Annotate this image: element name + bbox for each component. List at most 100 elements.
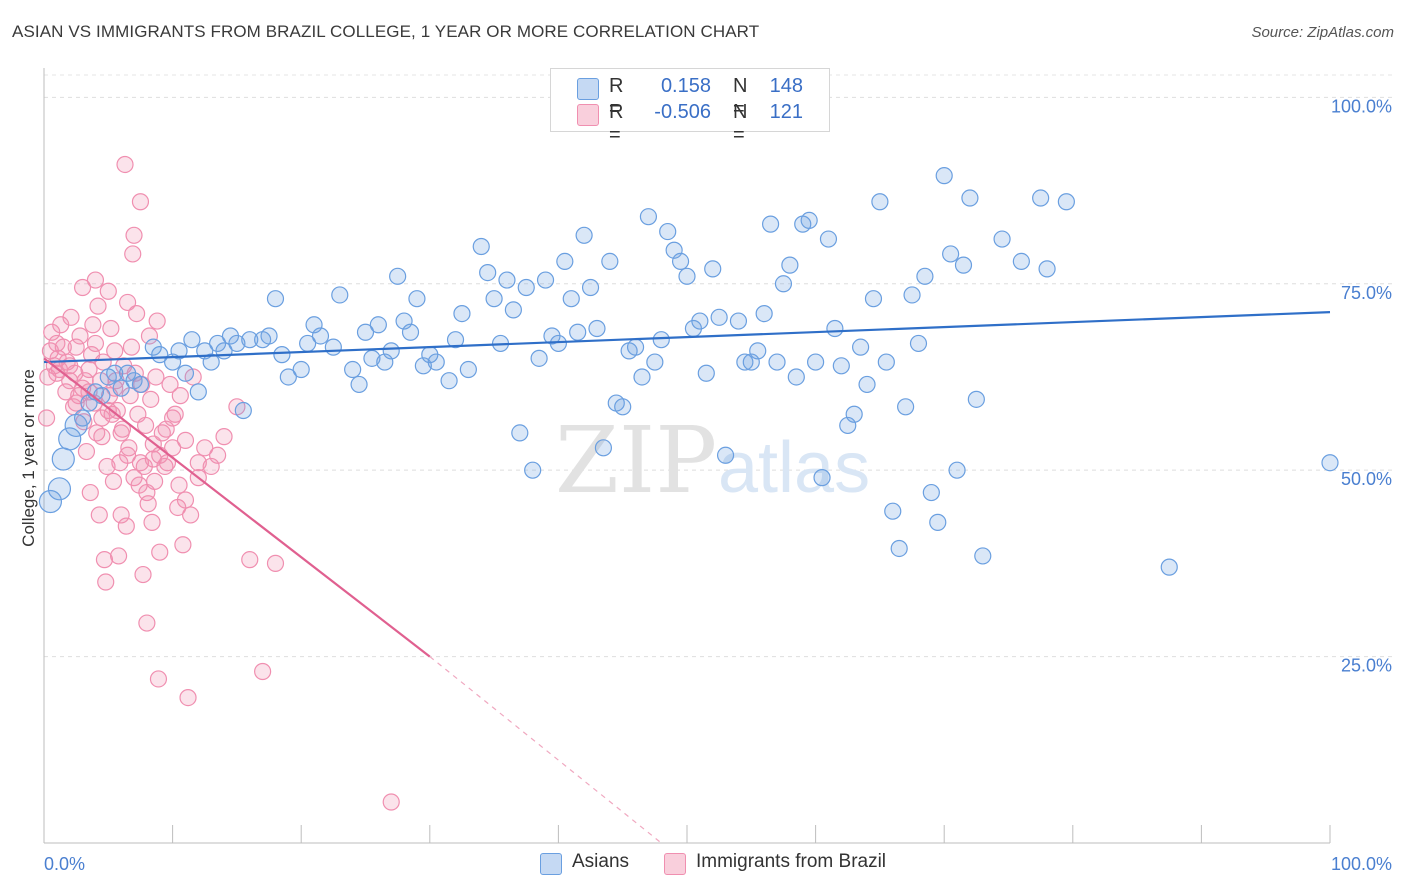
asians-point <box>1038 260 1056 278</box>
brazil-point <box>215 428 233 446</box>
asians-point <box>536 271 555 289</box>
asians-point <box>678 267 696 285</box>
asians-point <box>864 290 883 308</box>
y-tick-label: 25.0% <box>1341 656 1392 676</box>
asians-point <box>511 424 529 442</box>
asians-point <box>459 360 477 379</box>
brazil-point <box>189 454 207 472</box>
brazil-point <box>125 469 143 487</box>
asians-point <box>652 331 670 349</box>
asians-point <box>311 327 330 345</box>
brazil-point <box>124 245 142 263</box>
asians-point <box>588 319 606 338</box>
asians-point <box>922 483 940 502</box>
brazil-point <box>93 409 111 427</box>
asians-point <box>331 286 349 304</box>
asians-point <box>961 189 979 207</box>
legend-brazil-n: 121 <box>769 101 803 123</box>
brazil-point <box>112 506 130 524</box>
asians-point <box>749 342 767 360</box>
brazil-point <box>164 439 182 457</box>
asians-point <box>659 222 677 241</box>
brazil-point <box>89 297 107 315</box>
brazil-point <box>254 662 272 681</box>
asians-point <box>569 323 587 341</box>
asians-point <box>38 489 63 514</box>
asians-point <box>575 226 593 244</box>
asians-point <box>704 260 722 278</box>
brazil-point <box>136 416 155 435</box>
asians-point <box>826 319 844 338</box>
asians-point <box>369 316 387 334</box>
axes <box>43 68 1331 844</box>
asians-point <box>472 237 490 256</box>
brazil-point <box>108 401 126 420</box>
asians-point <box>530 349 548 367</box>
brazil-points <box>37 155 400 811</box>
asians-point <box>389 267 407 285</box>
brazil-point <box>161 375 179 394</box>
brazil-point <box>142 390 160 408</box>
asians-point <box>51 447 75 471</box>
asians-point <box>266 290 285 308</box>
watermark: ZIP atlas <box>555 407 870 514</box>
asians-point <box>202 353 220 371</box>
asians-point <box>916 267 934 285</box>
asians-point <box>594 439 613 457</box>
brazil-point <box>67 338 85 356</box>
asians-point <box>292 360 310 379</box>
y-axis-label: College, 1 year or more <box>19 369 38 547</box>
asians-point <box>1057 193 1075 211</box>
asians-point <box>858 375 876 394</box>
asians-point <box>954 256 973 274</box>
brazil-point <box>67 394 85 412</box>
asians-point <box>93 387 111 405</box>
asians-point <box>813 469 831 487</box>
brazil-point <box>127 305 146 323</box>
asians-point <box>716 446 735 464</box>
brazil-trend-line <box>43 357 431 658</box>
asians-point <box>691 312 709 330</box>
legend-r-label-2: R = <box>609 101 624 146</box>
asians-point <box>877 353 895 371</box>
asians-point <box>106 364 124 382</box>
brazil-point <box>148 312 166 330</box>
asians-point <box>755 305 773 323</box>
asians-point <box>800 211 818 229</box>
legend-asians-n: 148 <box>769 75 803 97</box>
asians-point <box>697 364 715 382</box>
chart-source: Source: ZipAtlas.com <box>1251 24 1394 41</box>
y-tick-label: 75.0% <box>1341 283 1392 303</box>
asians-point <box>671 252 690 271</box>
asians-point <box>832 357 850 375</box>
brazil-point <box>37 409 56 427</box>
brazil-point <box>174 536 192 554</box>
watermark-zip: ZIP <box>555 407 717 514</box>
brazil-point <box>171 387 189 405</box>
brazil-point <box>241 551 259 569</box>
asians-point <box>993 230 1011 248</box>
brazil-point <box>102 319 120 338</box>
asians-point <box>260 327 278 345</box>
brazil-point <box>143 513 161 531</box>
brazil-point <box>176 431 195 449</box>
x-tick-label: 100.0% <box>1331 854 1392 874</box>
brazil-point <box>97 573 115 591</box>
brazil-point <box>95 551 114 569</box>
legend-asians-r: 0.158 <box>660 75 711 97</box>
bottom-brazil-swatch <box>664 853 686 875</box>
asians-point <box>112 379 130 397</box>
brazil-point <box>266 554 285 572</box>
asians-point <box>897 398 915 416</box>
brazil-point <box>125 226 143 244</box>
brazil-point <box>138 614 156 632</box>
asians-point <box>408 290 426 308</box>
asians-point <box>633 368 651 386</box>
bottom-brazil-label: Immigrants from Brazil <box>696 851 887 872</box>
brazil-point <box>57 383 75 401</box>
brazil-point <box>118 293 137 312</box>
watermark-atlas: atlas <box>718 428 870 508</box>
asians-point <box>504 301 522 319</box>
asians-point <box>774 275 793 293</box>
asians-point <box>517 278 535 297</box>
